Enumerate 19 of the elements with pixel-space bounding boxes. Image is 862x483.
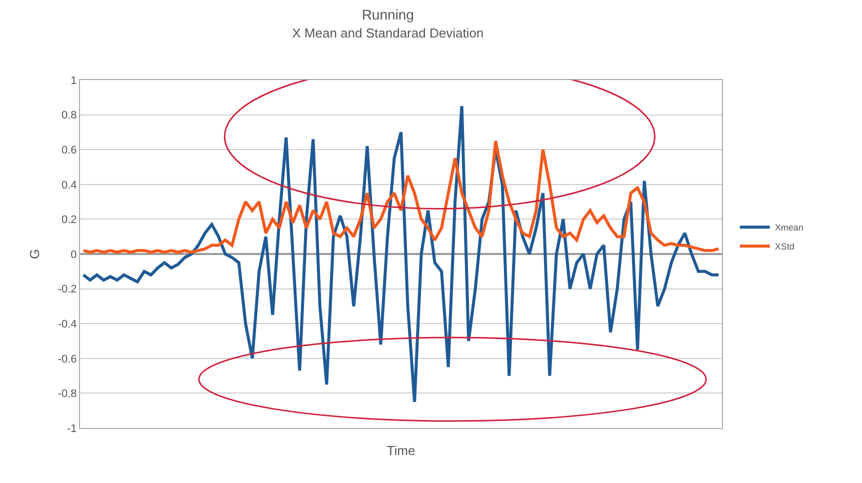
y-tick-label: -0.6 bbox=[58, 353, 77, 366]
y-tick-label: 0.8 bbox=[62, 110, 77, 122]
legend-label: XStd bbox=[774, 242, 794, 252]
y-tick-label: 0.6 bbox=[62, 144, 77, 156]
y-tick-label: 0.4 bbox=[62, 179, 77, 192]
y-tick-label: -0.8 bbox=[58, 388, 77, 400]
chart-subtitle: X Mean and Standarad Deviation bbox=[292, 26, 484, 41]
y-tick-label: -0.2 bbox=[58, 284, 77, 296]
line-series bbox=[82, 104, 720, 404]
y-tick-label: 0 bbox=[70, 248, 77, 261]
line-series bbox=[82, 139, 720, 254]
y-tick-label: 1 bbox=[70, 74, 77, 87]
x-axis-title: Time bbox=[386, 442, 416, 458]
legend-label: Xmean bbox=[774, 222, 804, 233]
y-tick-label: -1 bbox=[67, 422, 77, 435]
y-tick-label: -0.4 bbox=[58, 318, 77, 330]
y-tick-label: 0.2 bbox=[62, 214, 77, 226]
chart-title: Running bbox=[362, 6, 414, 22]
y-axis-title: G bbox=[26, 248, 42, 260]
